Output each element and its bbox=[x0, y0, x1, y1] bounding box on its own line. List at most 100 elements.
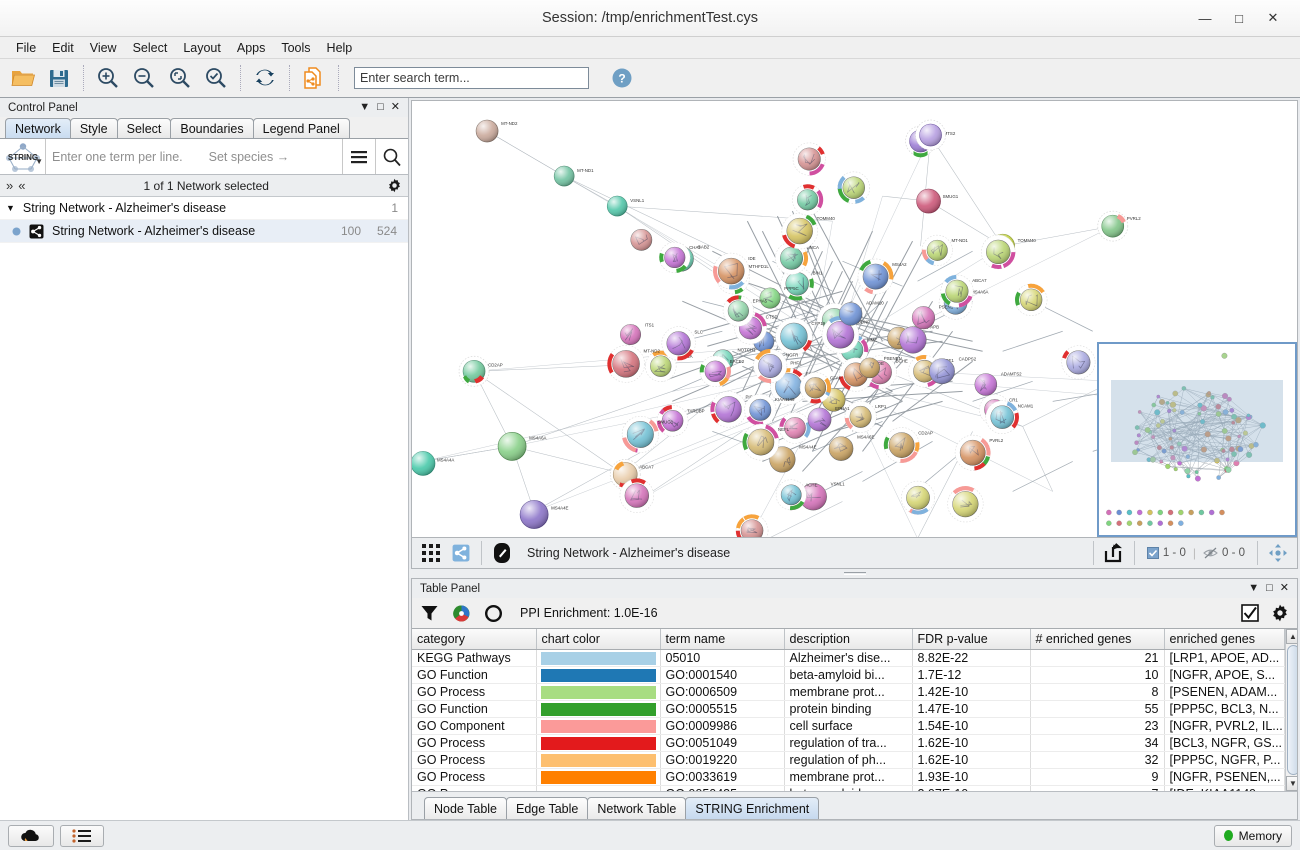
zoom-out-icon[interactable] bbox=[127, 62, 161, 94]
panel-splitter[interactable] bbox=[409, 569, 1300, 578]
tab-style[interactable]: Style bbox=[69, 118, 118, 138]
gear-icon[interactable] bbox=[387, 178, 402, 193]
chevron-down-icon[interactable]: ▼ bbox=[35, 157, 43, 166]
search-input[interactable]: Enter search term... bbox=[354, 67, 589, 89]
pie-chart-icon[interactable] bbox=[452, 604, 471, 623]
network-root-row[interactable]: ▼ String Network - Alzheimer's disease 1 bbox=[0, 197, 408, 220]
tab-network[interactable]: Network bbox=[5, 118, 71, 138]
network-node[interactable]: MS4A4E bbox=[769, 445, 817, 473]
refresh-icon[interactable] bbox=[248, 62, 282, 94]
scroll-down-icon[interactable]: ▼ bbox=[1285, 776, 1297, 791]
network-list[interactable]: ▼ String Network - Alzheimer's disease 1 bbox=[0, 197, 408, 820]
tab-network-table[interactable]: Network Table bbox=[587, 797, 687, 819]
zoom-fit-icon[interactable] bbox=[163, 62, 197, 94]
network-node[interactable] bbox=[792, 184, 824, 216]
network-node[interactable] bbox=[981, 234, 1016, 270]
column-header-enriched-genes[interactable]: enriched genes bbox=[1164, 629, 1285, 650]
network-node[interactable]: TOMM40 bbox=[781, 212, 836, 250]
table-row[interactable]: GO Function GO:0005515 protein binding 1.47… bbox=[412, 700, 1285, 718]
filter-funnel-icon[interactable] bbox=[420, 604, 439, 623]
menu-apps[interactable]: Apps bbox=[236, 40, 266, 55]
enrichment-table[interactable]: category chart color term name descripti… bbox=[412, 629, 1285, 791]
gear-icon[interactable] bbox=[1271, 604, 1289, 622]
zoom-in-icon[interactable] bbox=[91, 62, 125, 94]
string-share-icon[interactable] bbox=[446, 541, 476, 566]
network-node[interactable]: KIAA1149 bbox=[744, 393, 795, 426]
network-node[interactable]: ADAM10 bbox=[839, 301, 884, 326]
menu-select[interactable]: Select bbox=[132, 40, 168, 55]
network-node[interactable]: IDE bbox=[712, 252, 756, 290]
table-panel-float-icon[interactable]: □ bbox=[1266, 582, 1273, 594]
network-node[interactable]: PPP5C bbox=[759, 286, 799, 309]
network-node[interactable]: NCAM1 bbox=[985, 400, 1034, 434]
string-logo-button[interactable]: STRING ▼ bbox=[0, 139, 46, 174]
control-panel-close-icon[interactable]: ✕ bbox=[390, 101, 400, 113]
network-node[interactable] bbox=[735, 514, 769, 538]
save-icon[interactable] bbox=[42, 62, 76, 94]
control-panel-collapse-icon[interactable]: ▼ bbox=[359, 101, 371, 113]
network-node[interactable]: NEFL bbox=[742, 423, 790, 461]
table-panel-collapse-icon[interactable]: ▼ bbox=[1248, 582, 1260, 594]
tab-edge-table[interactable]: Edge Table bbox=[506, 797, 589, 819]
network-node[interactable] bbox=[1014, 283, 1048, 317]
network-node[interactable]: LRP1 bbox=[844, 400, 887, 433]
table-row[interactable]: GO Process GO:0033619 membrane prot... 1.93… bbox=[412, 768, 1285, 786]
close-icon[interactable]: ✕ bbox=[1267, 10, 1279, 25]
network-node[interactable]: ABCA7 bbox=[940, 274, 987, 308]
menu-tools[interactable]: Tools bbox=[281, 40, 311, 55]
network-node[interactable]: MT-ND1 bbox=[921, 234, 968, 266]
network-node[interactable]: MT-ND2 bbox=[607, 345, 661, 383]
enrichment-table-wrapper[interactable]: category chart color term name descripti… bbox=[412, 628, 1297, 791]
network-graph[interactable]: MT-ND2 MT-ND1 VSNL1 ADAMTS2 SMUG1 TOMM40… bbox=[412, 101, 1297, 538]
export-image-icon[interactable] bbox=[1099, 541, 1129, 566]
menu-edit[interactable]: Edit bbox=[52, 40, 74, 55]
table-panel-close-icon[interactable]: ✕ bbox=[1279, 582, 1289, 594]
column-header-chart-color[interactable]: chart color bbox=[536, 629, 661, 650]
network-node[interactable]: SNCA bbox=[774, 241, 819, 275]
network-node[interactable]: CADPS2 bbox=[929, 357, 977, 385]
annotation-icon[interactable] bbox=[487, 541, 517, 566]
enrichment-table-body[interactable]: KEGG Pathways 05010 Alzheimer's dise... 8.8… bbox=[412, 649, 1285, 791]
network-node[interactable]: MS4A6E bbox=[828, 435, 874, 461]
tab-legend-panel[interactable]: Legend Panel bbox=[252, 118, 350, 138]
network-node[interactable]: PVRL2 bbox=[954, 434, 1004, 471]
network-node[interactable]: CYP19A1 bbox=[775, 317, 831, 356]
network-node[interactable]: SMUG1 bbox=[621, 415, 674, 453]
expander-icon[interactable]: ▼ bbox=[6, 203, 15, 213]
network-node[interactable] bbox=[792, 142, 826, 176]
tab-select[interactable]: Select bbox=[116, 118, 172, 138]
memory-button[interactable]: Memory bbox=[1213, 824, 1292, 847]
menu-file[interactable]: File bbox=[16, 40, 37, 55]
table-row[interactable]: GO Process GO:0006509 membrane prot... 1.42… bbox=[412, 683, 1285, 701]
hamburger-icon[interactable] bbox=[342, 139, 375, 174]
string-term-input[interactable]: Enter one term per line. Set species → bbox=[46, 139, 342, 174]
network-node[interactable]: ADAMTS2 bbox=[974, 372, 1022, 396]
network-node[interactable] bbox=[1061, 345, 1096, 380]
tab-node-table[interactable]: Node Table bbox=[424, 797, 508, 819]
network-node[interactable] bbox=[619, 478, 655, 513]
tab-boundaries[interactable]: Boundaries bbox=[170, 118, 254, 138]
table-vertical-scrollbar[interactable]: ▲ ▼ bbox=[1284, 629, 1297, 791]
zoom-selected-icon[interactable] bbox=[199, 62, 233, 94]
network-child-row[interactable]: String Network - Alzheimer's disease 100… bbox=[0, 220, 408, 243]
network-node[interactable] bbox=[901, 480, 935, 515]
network-node[interactable]: BIN1 bbox=[780, 267, 823, 301]
column-header-term-name[interactable]: term name bbox=[660, 629, 785, 650]
help-icon[interactable]: ? bbox=[605, 62, 639, 94]
network-node[interactable] bbox=[837, 171, 871, 204]
table-row[interactable]: KEGG Pathways 05010 Alzheimer's dise... 8.8… bbox=[412, 649, 1285, 667]
column-header-fdr-pvalue[interactable]: FDR p-value bbox=[912, 629, 1031, 650]
network-node[interactable]: EPHA1 bbox=[807, 406, 850, 432]
column-header-category[interactable]: category bbox=[412, 629, 537, 650]
table-row[interactable]: GO Process GO:0051049 regulation of tra...… bbox=[412, 734, 1285, 752]
tab-string-enrichment[interactable]: STRING Enrichment bbox=[685, 797, 820, 819]
fit-content-icon[interactable] bbox=[1263, 541, 1293, 566]
grid-layout-icon[interactable] bbox=[416, 541, 446, 566]
task-list-icon[interactable] bbox=[60, 824, 104, 847]
navigator-viewport[interactable] bbox=[1110, 380, 1284, 463]
network-node[interactable]: PSENEN bbox=[859, 356, 902, 379]
network-node[interactable]: PSEN1 bbox=[911, 304, 954, 330]
network-node[interactable]: ITS1 bbox=[620, 322, 655, 346]
table-row[interactable]: GO Component GO:0009986 cell surface 1.54E-… bbox=[412, 717, 1285, 735]
network-node[interactable]: BACE2 bbox=[699, 355, 745, 388]
